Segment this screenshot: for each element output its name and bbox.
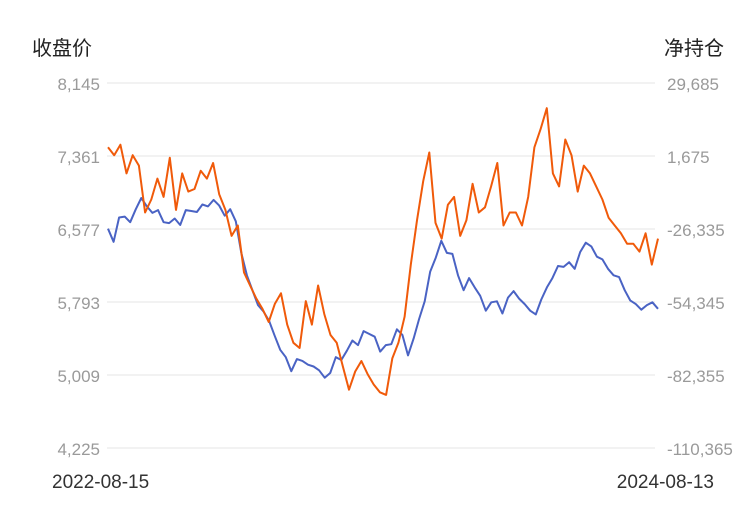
- x-end-date-label: 2024-08-13: [617, 472, 714, 493]
- right-tick-label: -26,335: [667, 221, 725, 240]
- gridlines: [107, 82, 655, 449]
- x-start-date-label: 2022-08-15: [52, 472, 149, 493]
- right-tick-label: -82,355: [667, 367, 725, 386]
- right-axis-ticks: 29,685 1,675 -26,335 -54,345 -82,355 -11…: [667, 75, 733, 459]
- right-tick-label: -110,365: [667, 440, 733, 459]
- left-tick-label: 7,361: [57, 148, 100, 167]
- right-axis-title: 净持仓: [664, 36, 724, 60]
- left-tick-label: 5,793: [57, 294, 100, 313]
- left-tick-label: 6,577: [57, 221, 100, 240]
- net-position-line: [107, 107, 659, 396]
- left-tick-label: 4,225: [57, 440, 100, 459]
- right-tick-label: -54,345: [667, 294, 725, 313]
- left-axis-title: 收盘价: [32, 36, 92, 60]
- left-tick-label: 8,145: [57, 75, 100, 94]
- right-tick-label: 29,685: [667, 75, 719, 94]
- left-axis-ticks: 8,145 7,361 6,577 5,793 5,009 4,225: [57, 75, 100, 459]
- right-tick-label: 1,675: [667, 148, 710, 167]
- left-tick-label: 5,009: [57, 367, 100, 386]
- close-price-line: [107, 197, 659, 379]
- series-layer: [107, 107, 659, 396]
